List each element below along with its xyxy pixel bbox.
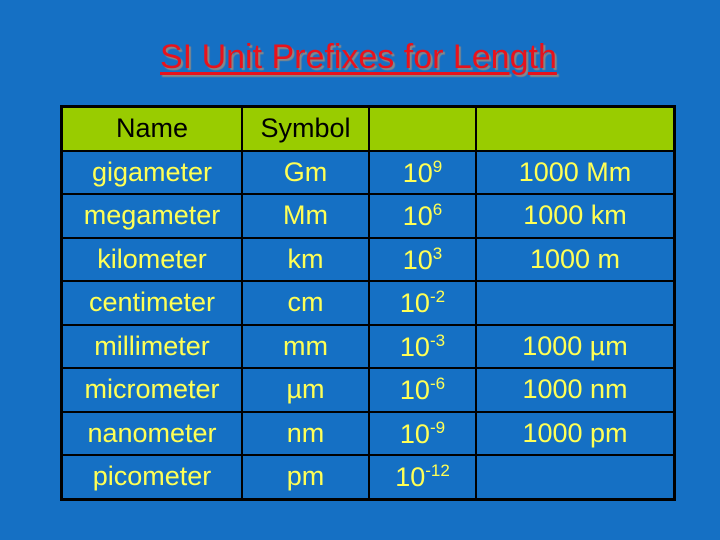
power-exponent: -9 xyxy=(429,417,446,437)
unit-name: gigameter xyxy=(60,149,243,195)
unit-symbol: mm xyxy=(241,323,370,369)
power-of-ten: 109 xyxy=(368,149,477,195)
power-of-ten: 10-12 xyxy=(368,454,477,500)
power-base: 10 xyxy=(399,288,430,319)
table-row: micrometer µm 10-6 1000 nm xyxy=(60,367,676,413)
unit-name: kilometer xyxy=(60,236,243,282)
power-exponent: 6 xyxy=(432,200,443,220)
prefix-table: Name Symbol gigameter Gm 109 1000 Mm mega… xyxy=(60,105,676,501)
power-exponent: -3 xyxy=(429,330,446,350)
power-of-ten: 10-3 xyxy=(368,323,477,369)
unit-symbol: nm xyxy=(241,410,370,456)
table-row: gigameter Gm 109 1000 Mm xyxy=(60,149,676,195)
unit-equivalent: 1000 µm xyxy=(475,323,676,369)
power-of-ten: 10-2 xyxy=(368,280,477,326)
table-header-row: Name Symbol xyxy=(60,105,676,152)
power-exponent: -2 xyxy=(429,287,446,307)
unit-equivalent xyxy=(475,280,676,326)
unit-equivalent: 1000 m xyxy=(475,236,676,282)
header-name: Name xyxy=(60,105,243,152)
header-symbol: Symbol xyxy=(241,105,370,152)
power-exponent: -12 xyxy=(425,461,450,481)
unit-symbol: µm xyxy=(241,367,370,413)
unit-equivalent: 1000 km xyxy=(475,193,676,239)
header-equivalent xyxy=(475,105,676,152)
unit-name: centimeter xyxy=(60,280,243,326)
unit-symbol: cm xyxy=(241,280,370,326)
unit-name: megameter xyxy=(60,193,243,239)
unit-symbol: Gm xyxy=(241,149,370,195)
unit-symbol: pm xyxy=(241,454,370,500)
unit-name: micrometer xyxy=(60,367,243,413)
unit-equivalent xyxy=(475,454,676,500)
table-row: picometer pm 10-12 xyxy=(60,454,676,500)
unit-equivalent: 1000 pm xyxy=(475,410,676,456)
power-exponent: 3 xyxy=(432,243,443,263)
power-of-ten: 106 xyxy=(368,193,477,239)
power-base: 10 xyxy=(402,244,433,275)
power-base: 10 xyxy=(399,331,430,362)
power-base: 10 xyxy=(399,418,430,449)
table-row: megameter Mm 106 1000 km xyxy=(60,193,676,239)
unit-name: nanometer xyxy=(60,410,243,456)
power-exponent: -6 xyxy=(429,374,446,394)
unit-symbol: km xyxy=(241,236,370,282)
power-base: 10 xyxy=(402,201,433,232)
unit-equivalent: 1000 nm xyxy=(475,367,676,413)
table-row: nanometer nm 10-9 1000 pm xyxy=(60,410,676,456)
power-exponent: 9 xyxy=(432,156,443,176)
power-base: 10 xyxy=(402,157,433,188)
unit-name: millimeter xyxy=(60,323,243,369)
power-base: 10 xyxy=(399,375,430,406)
power-of-ten: 10-6 xyxy=(368,367,477,413)
unit-equivalent: 1000 Mm xyxy=(475,149,676,195)
unit-symbol: Mm xyxy=(241,193,370,239)
table-row: centimeter cm 10-2 xyxy=(60,280,676,326)
slide-title: SI Unit Prefixes for Length xyxy=(160,38,557,76)
header-power xyxy=(368,105,477,152)
table-row: millimeter mm 10-3 1000 µm xyxy=(60,323,676,369)
unit-name: picometer xyxy=(60,454,243,500)
power-of-ten: 103 xyxy=(368,236,477,282)
power-of-ten: 10-9 xyxy=(368,410,477,456)
table-row: kilometer km 103 1000 m xyxy=(60,236,676,282)
power-base: 10 xyxy=(395,462,426,493)
